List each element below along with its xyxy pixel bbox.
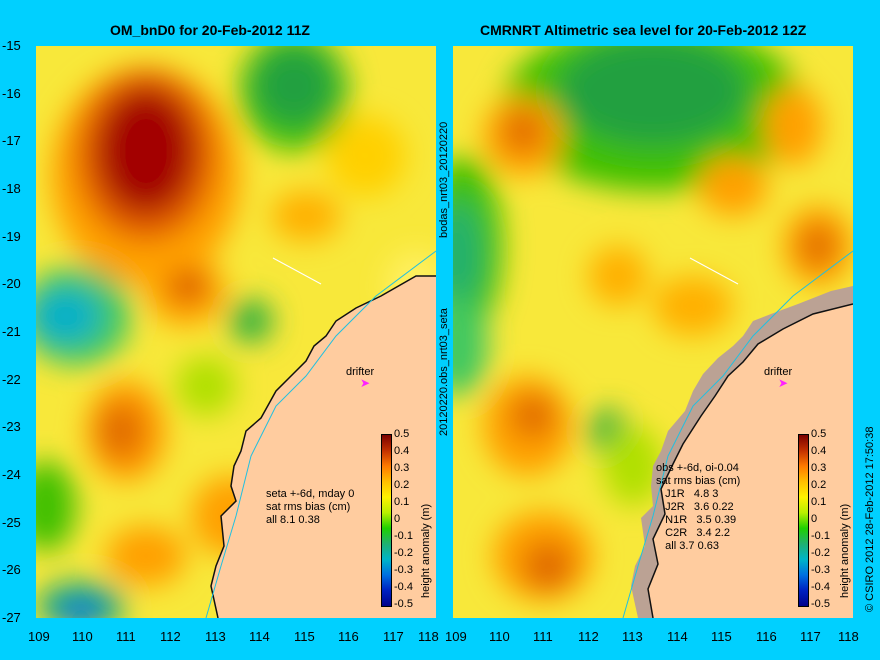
lon-tick: 112 — [578, 629, 599, 644]
left-stats-text: seta +-6d, mday 0 sat rms bias (cm) all … — [266, 488, 355, 526]
right-map-title: CMRNRT Altimetric sea level for 20-Feb-2… — [480, 22, 807, 38]
lat-tick: -24 — [2, 467, 21, 482]
lon-tick: 110 — [72, 629, 93, 644]
drifter-marker-left: ➤ — [360, 376, 371, 390]
colorbar-tick: -0.4 — [811, 581, 830, 593]
file-label-top: bodas_nrt03_20120220 — [438, 121, 450, 238]
lat-tick: -17 — [2, 133, 21, 148]
lon-tick: 110 — [489, 629, 510, 644]
lon-tick: 111 — [116, 629, 136, 644]
lon-tick: 116 — [756, 629, 777, 644]
lat-tick: -16 — [2, 86, 21, 101]
drifter-label-left: drifter — [346, 366, 375, 378]
colorbar-tick: 0.1 — [394, 496, 410, 508]
colorbar-tick: 0.2 — [811, 479, 827, 491]
copyright-credit: © CSIRO 2012 28-Feb-2012 17:50:38 — [864, 426, 876, 612]
colorbar-tick: -0.2 — [811, 547, 830, 559]
colorbar-tick: 0.5 — [394, 428, 410, 440]
lon-tick: 117 — [800, 629, 821, 644]
colorbar-tick: -0.3 — [811, 564, 830, 576]
lat-tick: -15 — [2, 38, 21, 53]
lon-tick: 114 — [249, 629, 270, 644]
lat-tick: -21 — [2, 324, 21, 339]
lon-tick: 111 — [533, 629, 553, 644]
colorbar-tick: -0.1 — [394, 530, 413, 542]
colorbar-tick: 0 — [811, 513, 818, 525]
colorbar-tick: -0.3 — [394, 564, 413, 576]
lon-tick: 118 — [838, 629, 859, 644]
colorbar-label-right: height anomaly (m) — [839, 503, 851, 598]
lon-tick: 115 — [711, 629, 732, 644]
lat-tick: -26 — [2, 562, 21, 577]
lon-tick: 116 — [338, 629, 359, 644]
lon-tick: 113 — [205, 629, 226, 644]
colorbar-tick: 0.1 — [811, 496, 827, 508]
drifter-label-right: drifter — [764, 366, 793, 378]
lat-tick: -20 — [2, 276, 21, 291]
colorbar-tick: -0.5 — [811, 598, 830, 610]
lat-tick: -25 — [2, 515, 21, 530]
lon-tick: 113 — [622, 629, 643, 644]
colorbar-right — [798, 434, 809, 607]
lon-tick: 109 — [28, 629, 50, 644]
file-label-bottom: 20120220.obs_nrt03_seta — [438, 308, 450, 436]
lon-tick: 115 — [294, 629, 315, 644]
colorbar-tick: -0.5 — [394, 598, 413, 610]
drifter-marker-right: ➤ — [778, 376, 789, 390]
colorbar-tick: -0.1 — [811, 530, 830, 542]
lon-tick: 117 — [383, 629, 404, 644]
colorbar-tick: 0.2 — [394, 479, 410, 491]
colorbar-left — [381, 434, 392, 607]
lon-tick: 112 — [160, 629, 181, 644]
right-stats-text: obs +-6d, oi-0.04 sat rms bias (cm) J1R … — [656, 462, 741, 552]
lat-tick: -27 — [2, 610, 21, 625]
left-map-title: OM_bnD0 for 20-Feb-2012 11Z — [110, 22, 310, 38]
colorbar-tick: -0.2 — [394, 547, 413, 559]
lat-tick: -22 — [2, 372, 21, 387]
colorbar-tick: -0.4 — [394, 581, 413, 593]
colorbar-tick: 0.4 — [811, 445, 827, 457]
colorbar-tick: 0.3 — [811, 462, 827, 474]
colorbar-tick: 0.5 — [811, 428, 827, 440]
right-sea-level-map — [453, 46, 853, 618]
lat-tick: -18 — [2, 181, 21, 196]
left-sea-level-map — [36, 46, 436, 618]
lon-tick: 109 — [445, 629, 467, 644]
lat-tick: -19 — [2, 229, 21, 244]
lon-tick: 118 — [418, 629, 439, 644]
lon-tick: 114 — [667, 629, 688, 644]
lat-tick: -23 — [2, 419, 21, 434]
colorbar-tick: 0.3 — [394, 462, 410, 474]
colorbar-label-left: height anomaly (m) — [420, 503, 432, 598]
colorbar-tick: 0 — [394, 513, 401, 525]
colorbar-tick: 0.4 — [394, 445, 410, 457]
